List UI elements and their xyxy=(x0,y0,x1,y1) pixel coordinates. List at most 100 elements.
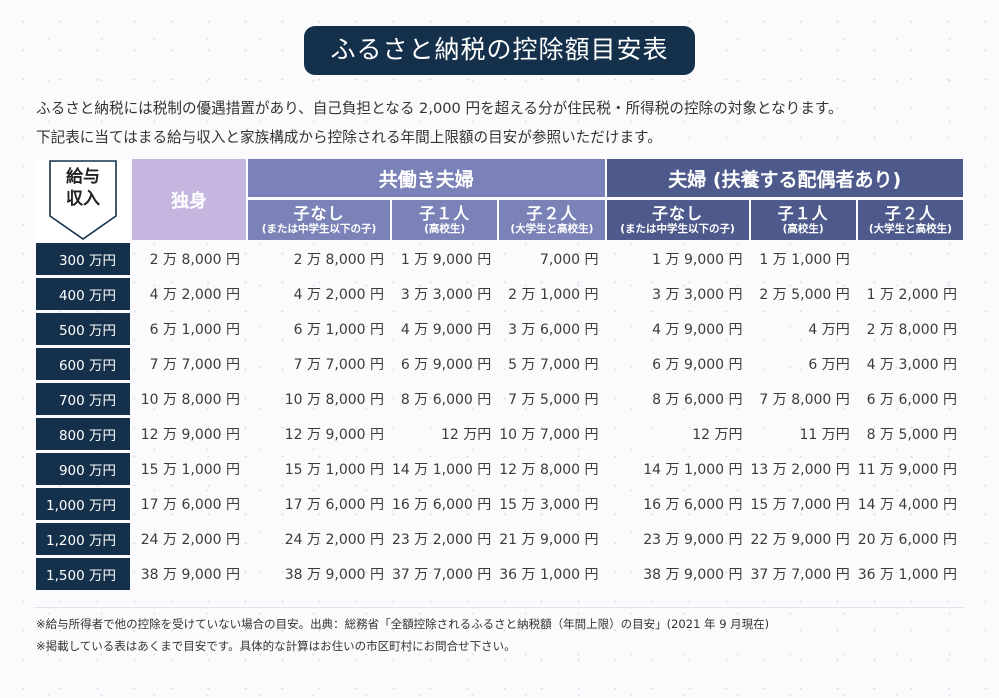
deduction-table: 給与 収入 独身 共働き夫婦 夫婦 (扶養する配偶者あり) 子なし (または中学… xyxy=(34,156,965,593)
deduction-value-cell: 6 万 9,000 円 xyxy=(400,357,492,373)
deduction-value-cell: 23 万 9,000 円 xyxy=(643,532,743,548)
deduction-value-cell: 8 万 5,000 円 xyxy=(866,427,957,443)
deduction-value-cell: 6 万 1,000 円 xyxy=(149,322,240,338)
deduction-value-cell: 3 万 6,000 円 xyxy=(508,322,599,338)
deduction-value-cell: 15 万 7,000 円 xyxy=(750,497,850,513)
deduction-value-cell: 14 万 4,000 円 xyxy=(857,497,957,513)
footnote-2: ※掲載している表はあくまで目安です。具体的な計算はお住いの市区町村にお問合せ下さ… xyxy=(36,639,516,653)
subheader-main: 子２人 xyxy=(884,204,936,223)
subheader-spouse-two-children: 子２人 (大学生と高校生) xyxy=(857,200,963,240)
intro-line-2: 下記表に当てはまる給与収入と家族構成から控除される年間上限額の目安が参照いただけ… xyxy=(36,129,662,146)
deduction-value-cell: 22 万 9,000 円 xyxy=(750,532,850,548)
subheader-main: 子なし xyxy=(293,204,345,223)
deduction-value-cell: 4 万 3,000 円 xyxy=(866,357,957,373)
table-row: 600 万円 7 万 7,000 円 7 万 7,000 円 6 万 9,000 円 5… xyxy=(36,348,963,380)
deduction-value-cell: 24 万 2,000 円 xyxy=(140,532,240,548)
down-arrow-icon xyxy=(49,159,117,240)
deduction-value-cell: 7 万 7,000 円 xyxy=(149,357,240,373)
deduction-value-cell: 38 万 9,000 円 xyxy=(643,567,743,583)
table-row: 300 万円 2 万 8,000 円 2 万 8,000 円 1 万 9,000 円 7… xyxy=(36,243,963,275)
deduction-value-cell: 21 万 9,000 円 xyxy=(499,532,599,548)
deduction-value-cell: 2 万 8,000 円 xyxy=(293,252,384,268)
deduction-value-cell: 38 万 9,000 円 xyxy=(140,567,240,583)
deduction-value-cell: 12 万 9,000 円 xyxy=(140,427,240,443)
table-row: 1,000 万円 17 万 6,000 円 17 万 6,000 円 16 万 6,0… xyxy=(36,488,963,520)
income-arrow-box: 給与 収入 xyxy=(36,159,130,240)
table-row: 800 万円 12 万 9,000 円 12 万 9,000 円 12 万円 10 万 … xyxy=(36,418,963,450)
deduction-value-cell: 15 万 1,000 円 xyxy=(284,462,384,478)
subheader-dual-two-children: 子２人 (大学生と高校生) xyxy=(499,200,605,240)
deduction-value-cell: 36 万 1,000 円 xyxy=(857,567,957,583)
deduction-value-cell: 1 万 2,000 円 xyxy=(866,287,957,303)
deduction-value-cell: 14 万 1,000 円 xyxy=(643,462,743,478)
deduction-value-cell: 4 万 9,000 円 xyxy=(652,322,743,338)
deduction-value-cell: 36 万 1,000 円 xyxy=(499,567,599,583)
dual-income-couple-header: 共働き夫婦 xyxy=(248,159,605,197)
deduction-value-cell: 4 万 2,000 円 xyxy=(293,287,384,303)
deduction-value-cell: 12 万円 xyxy=(692,427,743,443)
deduction-value-cell: 12 万 8,000 円 xyxy=(499,462,599,478)
income-cell: 1,500 万円 xyxy=(36,558,130,590)
income-cell: 1,000 万円 xyxy=(36,488,130,520)
deduction-value-cell: 6 万 9,000 円 xyxy=(652,357,743,373)
deduction-value-cell: 6 万 1,000 円 xyxy=(293,322,384,338)
deduction-value-cell: 2 万 5,000 円 xyxy=(759,287,850,303)
deduction-value-cell: 4 万 9,000 円 xyxy=(400,322,492,338)
subheader-note: (または中学生以下の子) xyxy=(620,223,735,235)
deduction-value-cell: 17 万 6,000 円 xyxy=(140,497,240,513)
subheader-main: 子１人 xyxy=(777,204,829,223)
deduction-value-cell: 1 万 1,000 円 xyxy=(759,252,850,268)
title-banner: ふるさと納税の控除額目安表 xyxy=(0,26,999,75)
deduction-value-cell: 15 万 3,000 円 xyxy=(499,497,599,513)
income-header-line-2: 収入 xyxy=(66,188,100,209)
income-cell: 400 万円 xyxy=(36,278,130,310)
deduction-value-cell: 16 万 6,000 円 xyxy=(392,497,492,513)
footnotes: ※給与所得者で他の控除を受けていない場合の目安。出典：総務省「全額控除されるふる… xyxy=(36,613,976,657)
deduction-value-cell: 11 万円 xyxy=(799,427,850,443)
divider xyxy=(34,607,964,608)
intro-line-1: ふるさと納税には税制の優遇措置があり、自己負担となる 2,000 円を超える分が… xyxy=(36,100,843,117)
subheader-note: (大学生と高校生) xyxy=(868,223,952,235)
footnote-1: ※給与所得者で他の控除を受けていない場合の目安。出典：総務省「全額控除されるふる… xyxy=(36,617,770,631)
deduction-value-cell: 38 万 9,000 円 xyxy=(284,567,384,583)
income-cell: 700 万円 xyxy=(36,383,130,415)
deduction-value-cell: 4 万 2,000 円 xyxy=(149,287,240,303)
deduction-value-cell: 12 万円 xyxy=(440,427,492,443)
deduction-value-cell: 2 万 8,000 円 xyxy=(866,322,957,338)
table-row: 400 万円 4 万 2,000 円 4 万 2,000 円 3 万 3,000 円 2… xyxy=(36,278,963,310)
income-cell: 900 万円 xyxy=(36,453,130,485)
table-row: 900 万円 15 万 1,000 円 15 万 1,000 円 14 万 1,000… xyxy=(36,453,963,485)
deduction-value-cell: 2 万 8,000 円 xyxy=(149,252,240,268)
deduction-value-cell: 24 万 2,000 円 xyxy=(284,532,384,548)
deduction-value-cell: 7 万 5,000 円 xyxy=(508,392,599,408)
deduction-value-cell: 6 万 6,000 円 xyxy=(866,392,957,408)
intro-text: ふるさと納税には税制の優遇措置があり、自己負担となる 2,000 円を超える分が… xyxy=(36,94,976,152)
deduction-value-cell: 16 万 6,000 円 xyxy=(643,497,743,513)
deduction-value-cell: 20 万 6,000 円 xyxy=(857,532,957,548)
deduction-value-cell: 15 万 1,000 円 xyxy=(140,462,240,478)
deduction-value-cell: 6 万円 xyxy=(808,357,850,373)
deduction-value-cell: 8 万 6,000 円 xyxy=(652,392,743,408)
subheader-main: 子１人 xyxy=(419,204,471,223)
deduction-value-cell: 10 万 8,000 円 xyxy=(284,392,384,408)
income-header: 給与 収入 xyxy=(36,159,130,240)
deduction-value-cell: 23 万 2,000 円 xyxy=(392,532,492,548)
subheader-spouse-one-child: 子１人 (高校生) xyxy=(750,200,856,240)
income-cell: 1,200 万円 xyxy=(36,523,130,555)
deduction-value-cell: 37 万 7,000 円 xyxy=(392,567,492,583)
table-row: 1,200 万円 24 万 2,000 円 24 万 2,000 円 23 万 2,0… xyxy=(36,523,963,555)
deduction-value-cell: 1 万 9,000 円 xyxy=(652,252,743,268)
deduction-value-cell: 3 万 3,000 円 xyxy=(652,287,743,303)
deduction-value-cell: 7 万 7,000 円 xyxy=(293,357,384,373)
subheader-main: 子２人 xyxy=(526,204,578,223)
deduction-value-cell: 5 万 7,000 円 xyxy=(508,357,599,373)
table-row: 500 万円 6 万 1,000 円 6 万 1,000 円 4 万 9,000 円 3… xyxy=(36,313,963,345)
income-cell: 500 万円 xyxy=(36,313,130,345)
deduction-value-cell: 37 万 7,000 円 xyxy=(750,567,850,583)
income-header-label: 給与 収入 xyxy=(36,166,130,210)
dependent-spouse-couple-header: 夫婦 (扶養する配偶者あり) xyxy=(606,159,963,197)
table-body: 300 万円 2 万 8,000 円 2 万 8,000 円 1 万 9,000 円 7… xyxy=(36,243,963,590)
deduction-value-cell: 13 万 2,000 円 xyxy=(750,462,850,478)
income-cell: 300 万円 xyxy=(36,243,130,275)
deduction-value-cell: 14 万 1,000 円 xyxy=(392,462,492,478)
